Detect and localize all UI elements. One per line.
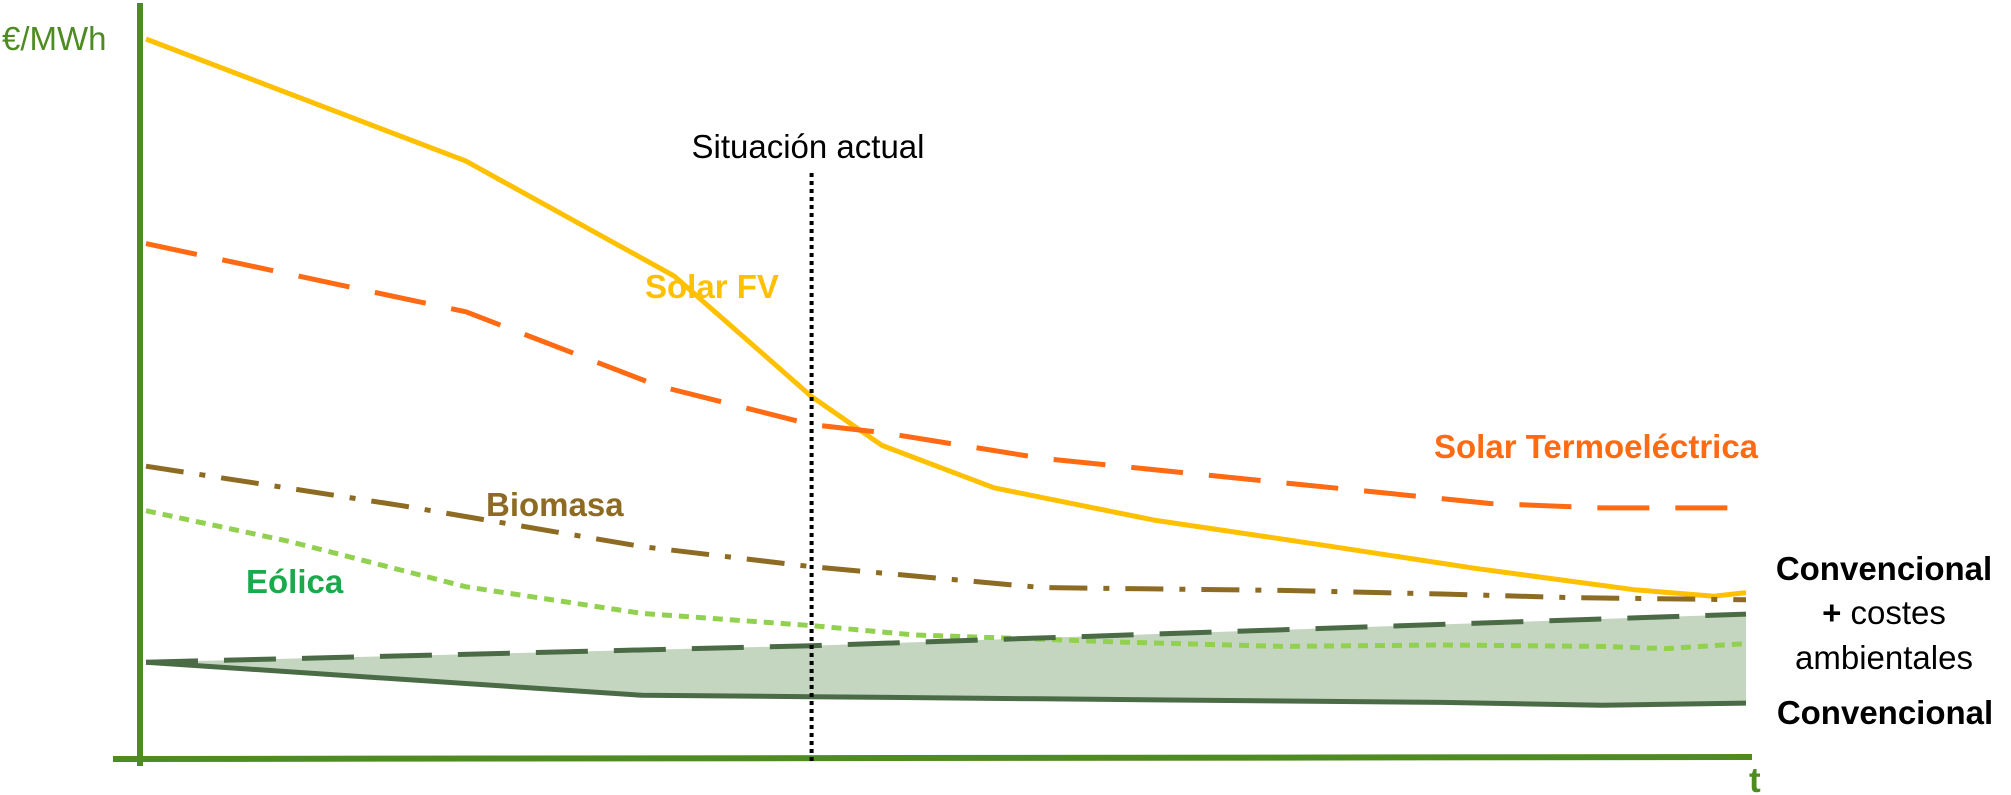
- series-label-eolica: Eólica: [246, 563, 344, 600]
- series-line-convencional: [145, 659, 1747, 708]
- series-label-solar-termoelectrica: Solar Termoeléctrica: [1434, 428, 1759, 465]
- situacion-actual-label: Situación actual: [692, 128, 925, 165]
- series-line-solar-fv: [145, 36, 1747, 599]
- plus-sign: +: [1822, 594, 1841, 631]
- series-line-solar-termoelectrica: [145, 241, 1746, 511]
- y-axis-label: €/MWh: [2, 20, 107, 57]
- series-label-biomasa: Biomasa: [486, 486, 624, 523]
- x-axis: [112, 754, 1753, 762]
- shaded-band-costes-ambientales: [146, 614, 1746, 706]
- series-layer: [145, 36, 1747, 708]
- series-label-convencional-costes-line1: Convencional: [1776, 550, 1992, 587]
- series-line-biomasa: [145, 463, 1747, 603]
- x-axis-label: t: [1749, 761, 1761, 795]
- band-layer: [146, 614, 1746, 706]
- costes-word: costes: [1841, 594, 1946, 631]
- series-label-convencional: Convencional: [1777, 694, 1993, 731]
- series-label-convencional-costes-line2: + costes: [1822, 594, 1946, 631]
- series-label-convencional-costes-line3: ambientales: [1795, 639, 1973, 676]
- series-line-eolica: [145, 508, 1747, 652]
- series-label-solar-fv: Solar FV: [645, 268, 779, 305]
